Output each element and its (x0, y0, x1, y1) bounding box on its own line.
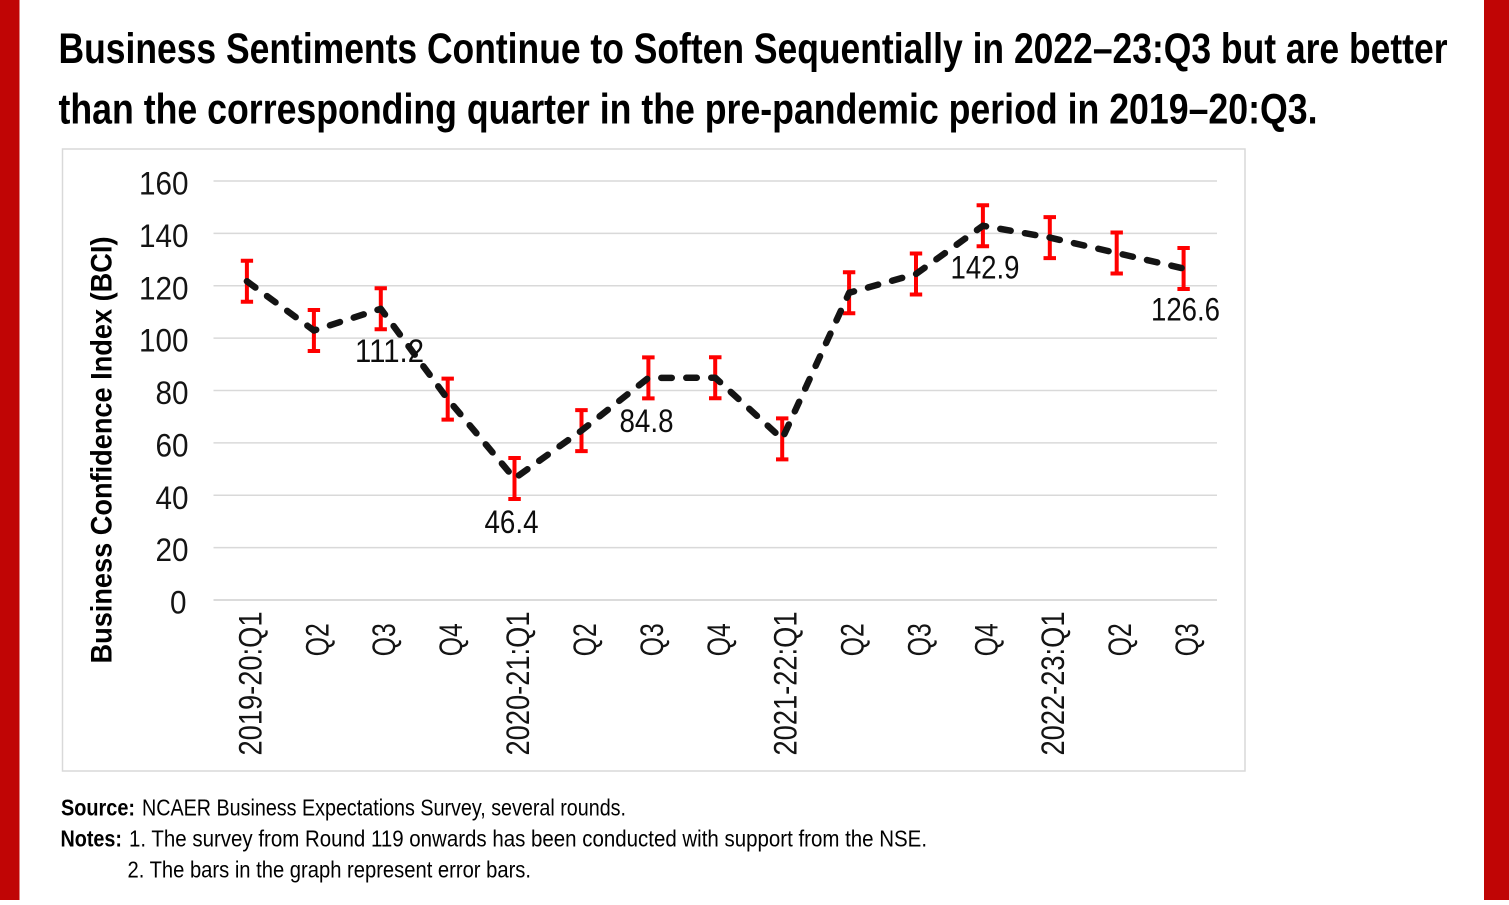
svg-text:Q2: Q2 (1102, 623, 1138, 656)
svg-text:84.8: 84.8 (620, 403, 674, 439)
svg-text:2022-23:Q1: 2022-23:Q1 (1035, 612, 1071, 756)
svg-text:60: 60 (156, 428, 189, 464)
svg-text:Q4: Q4 (701, 623, 737, 656)
svg-text:than the corresponding quarter: than the corresponding quarter in the pr… (59, 86, 1318, 133)
svg-text:111.2: 111.2 (355, 333, 424, 369)
svg-text:Q4: Q4 (968, 623, 1004, 656)
svg-text:120: 120 (139, 270, 189, 306)
svg-text:20: 20 (156, 532, 189, 568)
svg-text:46.4: 46.4 (485, 504, 539, 540)
svg-text:Q4: Q4 (433, 623, 469, 656)
svg-text:Q3: Q3 (1169, 623, 1205, 656)
svg-text:2019-20:Q1: 2019-20:Q1 (232, 612, 268, 756)
svg-text:160: 160 (139, 166, 189, 202)
svg-text:0: 0 (170, 585, 187, 621)
svg-text:2020-21:Q1: 2020-21:Q1 (500, 612, 536, 756)
svg-text:142.9: 142.9 (951, 250, 1020, 286)
svg-text:NCAER Business Expectations Su: NCAER Business Expectations Survey, seve… (142, 795, 626, 821)
svg-text:80: 80 (156, 375, 189, 411)
svg-text:Source:: Source: (61, 795, 135, 821)
svg-text:Q3: Q3 (902, 623, 938, 656)
svg-text:100: 100 (139, 323, 189, 359)
svg-text:1. The survey from Round 119 o: 1. The survey from Round 119 onwards has… (129, 826, 927, 852)
svg-text:Business Sentiments Continue t: Business Sentiments Continue to Soften S… (59, 26, 1448, 73)
svg-text:126.6: 126.6 (1151, 292, 1220, 328)
svg-text:40: 40 (156, 480, 189, 516)
svg-text:2021-22:Q1: 2021-22:Q1 (768, 612, 804, 756)
svg-text:Notes:: Notes: (61, 826, 123, 852)
svg-text:Q2: Q2 (567, 623, 603, 656)
svg-text:140: 140 (139, 218, 189, 254)
svg-text:Q2: Q2 (299, 623, 335, 656)
svg-text:Q3: Q3 (366, 623, 402, 656)
svg-text:2. The bars in the graph repre: 2. The bars in the graph represent error… (128, 857, 532, 883)
svg-text:Q2: Q2 (835, 623, 871, 656)
svg-text:Q3: Q3 (634, 623, 670, 656)
svg-text:Business Confidence Index (BCI: Business Confidence Index (BCI) (86, 237, 119, 664)
